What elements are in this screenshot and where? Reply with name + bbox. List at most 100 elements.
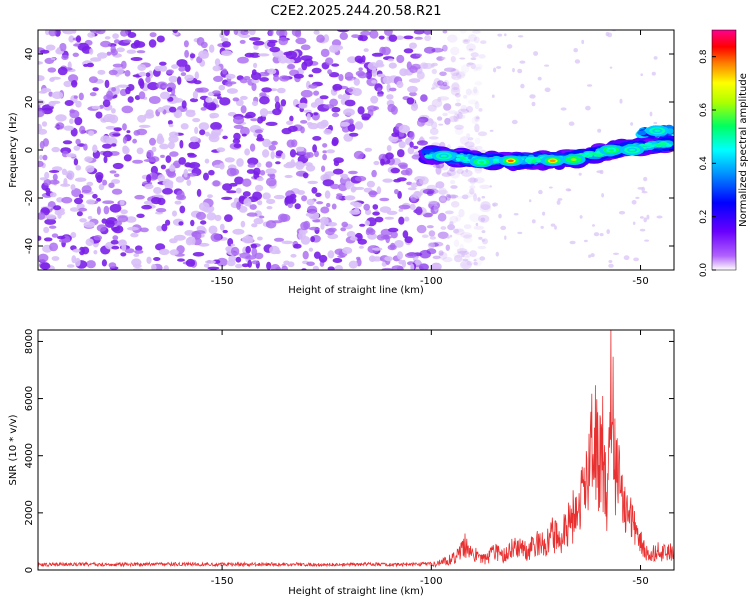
noise-blob (432, 255, 441, 260)
noise-blob (199, 129, 206, 136)
noise-blob (335, 195, 342, 200)
noise-blob (422, 62, 434, 70)
noise-blob (198, 242, 210, 247)
noise-blob (606, 229, 610, 235)
noise-blob (639, 216, 644, 219)
noise-blob (455, 93, 461, 98)
noise-blob (384, 256, 393, 262)
noise-blob (544, 64, 550, 67)
noise-blob (74, 197, 83, 205)
noise-blob (127, 96, 134, 103)
noise-blob (358, 245, 364, 249)
noise-blob (329, 44, 339, 53)
noise-blob (419, 176, 429, 185)
noise-blob (178, 221, 184, 226)
noise-blob (274, 101, 281, 110)
noise-blob (429, 127, 439, 135)
noise-blob (69, 207, 80, 212)
noise-blob (477, 131, 488, 137)
noise-blob (67, 171, 74, 181)
noise-blob (461, 64, 470, 73)
noise-blob (144, 183, 154, 190)
noise-blob (631, 200, 637, 205)
noise-blob (470, 57, 477, 61)
noise-blob (531, 219, 536, 224)
noise-blob (157, 174, 165, 182)
noise-blob (56, 47, 61, 54)
noise-blob (460, 105, 468, 112)
noise-blob (137, 114, 147, 123)
noise-blob (331, 203, 337, 210)
noise-blob (406, 97, 415, 105)
noise-blob (105, 125, 116, 130)
noise-blob (429, 236, 436, 240)
noise-blob (224, 214, 233, 223)
spectrogram-x-axis: -150 -100 -50 (211, 30, 649, 287)
noise-blob (41, 121, 48, 127)
signal-blob (652, 144, 657, 146)
noise-blob (489, 129, 494, 132)
noise-blob (183, 40, 189, 48)
noise-blob (498, 213, 502, 219)
noise-blob (164, 181, 174, 190)
noise-blob (165, 155, 172, 164)
noise-blob (122, 136, 128, 144)
noise-blob (479, 184, 491, 189)
noise-blob (246, 212, 258, 217)
noise-blob (456, 248, 468, 254)
signal-blob (644, 144, 649, 147)
noise-blob (422, 188, 435, 195)
noise-blob (347, 56, 358, 64)
noise-blob (308, 84, 318, 89)
noise-blob (180, 72, 187, 77)
noise-blob (404, 216, 410, 222)
noise-blob (347, 123, 356, 132)
noise-blob (93, 235, 103, 241)
noise-blob (124, 70, 131, 77)
noise-blob (161, 223, 168, 232)
noise-blob (212, 90, 221, 95)
signal-blob (455, 157, 460, 161)
noise-blob (132, 138, 138, 144)
noise-blob (470, 89, 480, 96)
noise-blob (76, 211, 83, 217)
noise-blob (146, 174, 152, 183)
noise-blob (441, 172, 452, 177)
noise-blob (357, 58, 363, 64)
noise-blob (83, 143, 88, 151)
noise-blob (236, 158, 244, 167)
noise-blob (303, 220, 311, 230)
noise-blob (207, 104, 217, 111)
noise-blob (47, 67, 57, 73)
noise-blob (635, 196, 640, 199)
noise-blob (327, 69, 332, 75)
noise-blob (459, 136, 470, 145)
noise-blob (456, 98, 461, 103)
noise-blob (609, 66, 613, 69)
noise-blob (169, 131, 179, 138)
noise-blob (376, 87, 382, 92)
noise-blob (481, 230, 486, 234)
noise-blob (358, 67, 363, 71)
noise-blob (581, 39, 585, 45)
noise-blob (130, 232, 139, 238)
noise-blob (437, 96, 442, 103)
noise-blob (544, 87, 551, 93)
noise-blob (247, 163, 256, 168)
figure-title: C2E2.2025.244.20.58.R21 (270, 4, 441, 19)
noise-blob (416, 140, 428, 146)
noise-blob (401, 259, 407, 268)
noise-blob (125, 86, 131, 95)
noise-blob (398, 204, 411, 210)
noise-blob (133, 253, 140, 257)
noise-blob (318, 254, 328, 263)
noise-blob (459, 30, 467, 34)
noise-blob (376, 186, 382, 195)
noise-blob (61, 54, 69, 61)
noise-blob (456, 168, 464, 175)
noise-blob (189, 136, 199, 143)
noise-blob (391, 132, 400, 137)
noise-blob (267, 68, 277, 75)
noise-blob (372, 204, 379, 210)
y-tick-label: -40 (24, 238, 35, 254)
